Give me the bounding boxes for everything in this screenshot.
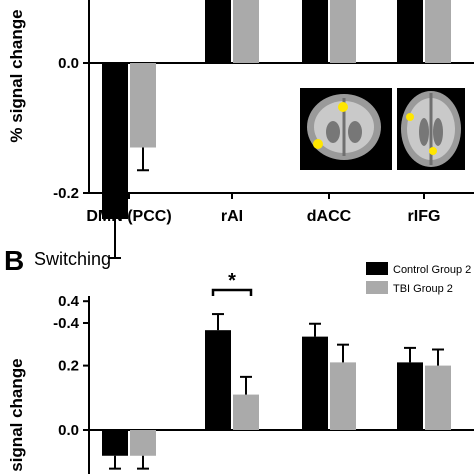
coronal-ventricle-left [326,121,340,143]
bar-control [397,362,423,430]
panel-b-letter: B [4,245,24,276]
bar-control [205,0,231,63]
bar-tbi [130,430,156,456]
significance-star: * [228,270,236,292]
category-label: DMN (PCC) [86,208,171,225]
y-tick-label: 0.4 [58,293,80,310]
y-tick-label: 0.0 [58,422,79,439]
bar-tbi [233,0,259,63]
y-tick-label: -0.4 [53,315,80,332]
panel-a-ylabel: % signal change [7,9,26,142]
legend-swatch [366,262,388,275]
activation-spot [338,102,348,112]
bar-tbi [330,362,356,430]
legend: Control Group 2 TBI Group 2 [366,262,471,295]
activation-spot [406,113,414,121]
y-tick-label: 0.2 [58,358,79,375]
panel-b-title: Switching [34,249,111,269]
bar-tbi [425,365,451,430]
legend-label: TBI Group 2 [393,283,453,295]
bar-tbi [130,63,156,148]
significance-annotation: * [211,270,253,296]
bar-tbi [330,0,356,63]
bar-control [302,0,328,63]
y-tick-label: -0.2 [53,185,79,202]
bar-tbi [233,394,259,430]
panel-b-chart: B Switching % signal change 0.0 0.2 0.4 Co… [4,245,474,474]
bar-control [102,430,128,456]
bar-control [102,63,128,219]
axial-ventricle-left [419,118,429,146]
activation-spot [429,147,437,155]
category-label: dACC [307,208,352,225]
coronal-ventricle-right [348,121,362,143]
activation-spot [313,139,323,149]
bar-control [205,330,231,430]
legend-label: Control Group 2 [393,264,471,276]
category-label: rAI [221,208,243,225]
bar-tbi [425,0,451,63]
panel-a-chart: % signal change -0.4-0.20.00.2 DMN (PCC)… [7,0,474,332]
bar-control [397,0,423,63]
brain-slices-image [300,88,465,170]
bar-control [302,336,328,430]
axial-ventricle-right [433,118,443,146]
panel-b-ylabel: % signal change [7,358,26,474]
significance-bracket [211,288,253,296]
y-tick-label: 0.0 [58,55,79,72]
legend-swatch [366,281,388,294]
category-label: rIFG [408,208,441,225]
